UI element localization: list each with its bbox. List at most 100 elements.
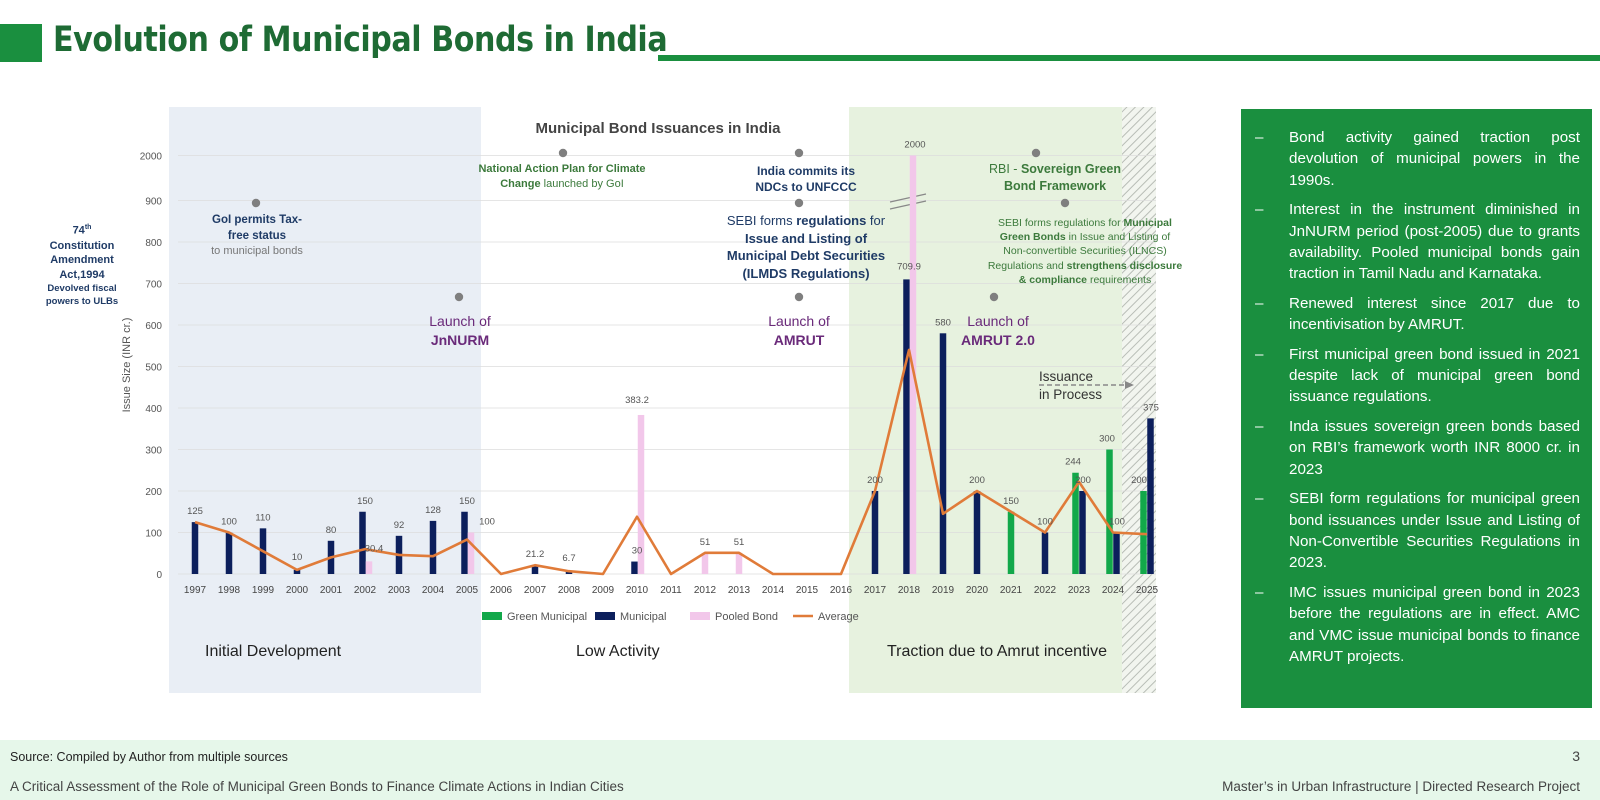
timeline-dot [794, 292, 804, 302]
phase-band-initial [169, 107, 481, 693]
bar-municipal [1113, 532, 1120, 574]
bar-municipal [939, 333, 947, 574]
bar-municipal [871, 491, 879, 574]
data-label: 92 [394, 520, 405, 531]
bar-pooled-bond [735, 552, 743, 574]
x-tick-label: 2013 [728, 585, 751, 596]
data-label: 21.2 [526, 549, 545, 560]
phase-label-initial: Initial Development [205, 643, 342, 660]
data-label: 6.7 [562, 553, 575, 564]
x-tick-label: 2020 [966, 585, 989, 596]
x-tick-label: 2008 [558, 585, 581, 596]
data-label: 200 [969, 475, 985, 486]
legend-swatch-municipal [595, 612, 615, 620]
insight-item: IMC issues municipal green bond in 2023 … [1253, 582, 1580, 668]
chart-area: Municipal Bond Issuances in India 0 100 200… [46, 105, 1185, 710]
data-label: 100 [221, 517, 237, 528]
data-label: 200 [1131, 475, 1147, 486]
bar-green-municipal [1106, 449, 1113, 574]
bar-municipal [565, 571, 573, 574]
issuance-arrow-head [1125, 381, 1134, 389]
x-tick-label: 2014 [762, 585, 785, 596]
legend-label: Average [818, 611, 859, 623]
x-tick-label: 2016 [830, 585, 853, 596]
x-tick-label: 2001 [320, 585, 343, 596]
title-rule [658, 55, 1600, 61]
x-tick-label: 2018 [898, 585, 921, 596]
title-accent-bar [0, 24, 42, 62]
y-tick-label: 400 [145, 404, 162, 415]
phase-label-low: Low Activity [576, 643, 660, 660]
x-tick-label: 1999 [252, 585, 275, 596]
footer-program: Master’s in Urban Infrastructure | Direc… [1222, 779, 1580, 794]
x-tick-label: 2025 [1136, 585, 1159, 596]
bar-municipal [1147, 418, 1154, 574]
data-label: 128 [425, 505, 441, 516]
y-tick-label: 900 [145, 197, 162, 208]
key-insights-panel: Bond activity gained traction post devol… [1241, 109, 1592, 708]
footer-thesis-title: A Critical Assessment of the Role of Mun… [10, 779, 624, 794]
insight-item: Inda issues sovereign green bonds based … [1253, 416, 1580, 480]
annotation-issuance-in-process: Issuance in Process [1039, 369, 1103, 403]
legend-label: Pooled Bond [715, 611, 778, 623]
legend-label: Green Municipal [507, 611, 587, 623]
x-tick-label: 2021 [1000, 585, 1023, 596]
data-label: 150 [357, 496, 373, 507]
bar-municipal [531, 565, 539, 574]
data-label: 100 [1037, 517, 1053, 528]
data-label: 80 [326, 525, 337, 536]
bar-green-municipal [1007, 511, 1015, 574]
bar-municipal [429, 520, 437, 574]
bar-pooled-bond [637, 414, 645, 574]
x-tick-label: 2010 [626, 585, 649, 596]
data-label: 383.2 [625, 395, 649, 406]
data-label: 2000 [904, 140, 925, 151]
y-tick-label: 300 [145, 446, 162, 457]
data-label: 51 [700, 537, 711, 548]
y-tick-label: 100 [145, 529, 162, 540]
footer-band [0, 740, 1600, 800]
insight-item: First municipal green bond issued in 202… [1253, 344, 1580, 408]
bar-municipal [191, 522, 199, 574]
insight-item: Bond activity gained traction post devol… [1253, 127, 1580, 191]
x-tick-label: 1997 [184, 585, 207, 596]
axis-break-mark [889, 193, 927, 203]
y-axis-label: Issue Size (INR cr.) [121, 318, 133, 413]
axis-break-mark [889, 200, 927, 210]
data-label: 100 [479, 517, 495, 528]
x-tick-label: 2003 [388, 585, 411, 596]
page-number: 3 [1572, 748, 1580, 764]
legend-label: Municipal [620, 611, 666, 623]
annotation-sebi-ilmds: SEBI forms regulations for Issue and Lis… [726, 213, 886, 281]
data-label: 709.9 [897, 261, 921, 272]
data-label: 10 [292, 552, 303, 563]
timeline-dot [1060, 198, 1070, 208]
bar-municipal [903, 279, 910, 574]
x-tick-label: 2015 [796, 585, 819, 596]
timeline-dot [1031, 148, 1041, 158]
data-label: 51 [734, 537, 745, 548]
data-label: 110 [255, 512, 270, 523]
insight-item: Interest in the instrument diminished in… [1253, 199, 1580, 285]
average-line [194, 348, 1148, 576]
data-label: 580 [935, 317, 951, 328]
timeline-dot [558, 148, 568, 158]
annotation-rbi-framework: RBI - Sovereign Green Bond Framework [989, 162, 1121, 193]
legend-swatch-pooled-bond [690, 612, 710, 620]
bond-issuance-chart: Municipal Bond Issuances in India 0 100 200… [121, 107, 1159, 693]
bar-pooled-bond [365, 561, 373, 574]
x-tick-label: 2000 [286, 585, 309, 596]
annotation-napcc: National Action Plan for Climate Change … [478, 163, 646, 190]
bar-municipal [1041, 532, 1049, 574]
annotation-74th-amendment: 74th Constitution Amendment Act,1994 Dev… [45, 224, 119, 307]
x-tick-label: 2023 [1068, 585, 1091, 596]
y-tick-label: 600 [145, 321, 162, 332]
bar-municipal [631, 561, 638, 574]
x-tick-label: 2011 [660, 585, 682, 596]
x-tick-label: 2024 [1102, 585, 1125, 596]
data-label: 200 [867, 475, 883, 486]
bar-green-municipal [1072, 472, 1079, 574]
phase-band-traction [849, 107, 1124, 693]
bar-municipal [973, 491, 981, 574]
insight-item: SEBI form regulations for municipal gree… [1253, 488, 1580, 574]
